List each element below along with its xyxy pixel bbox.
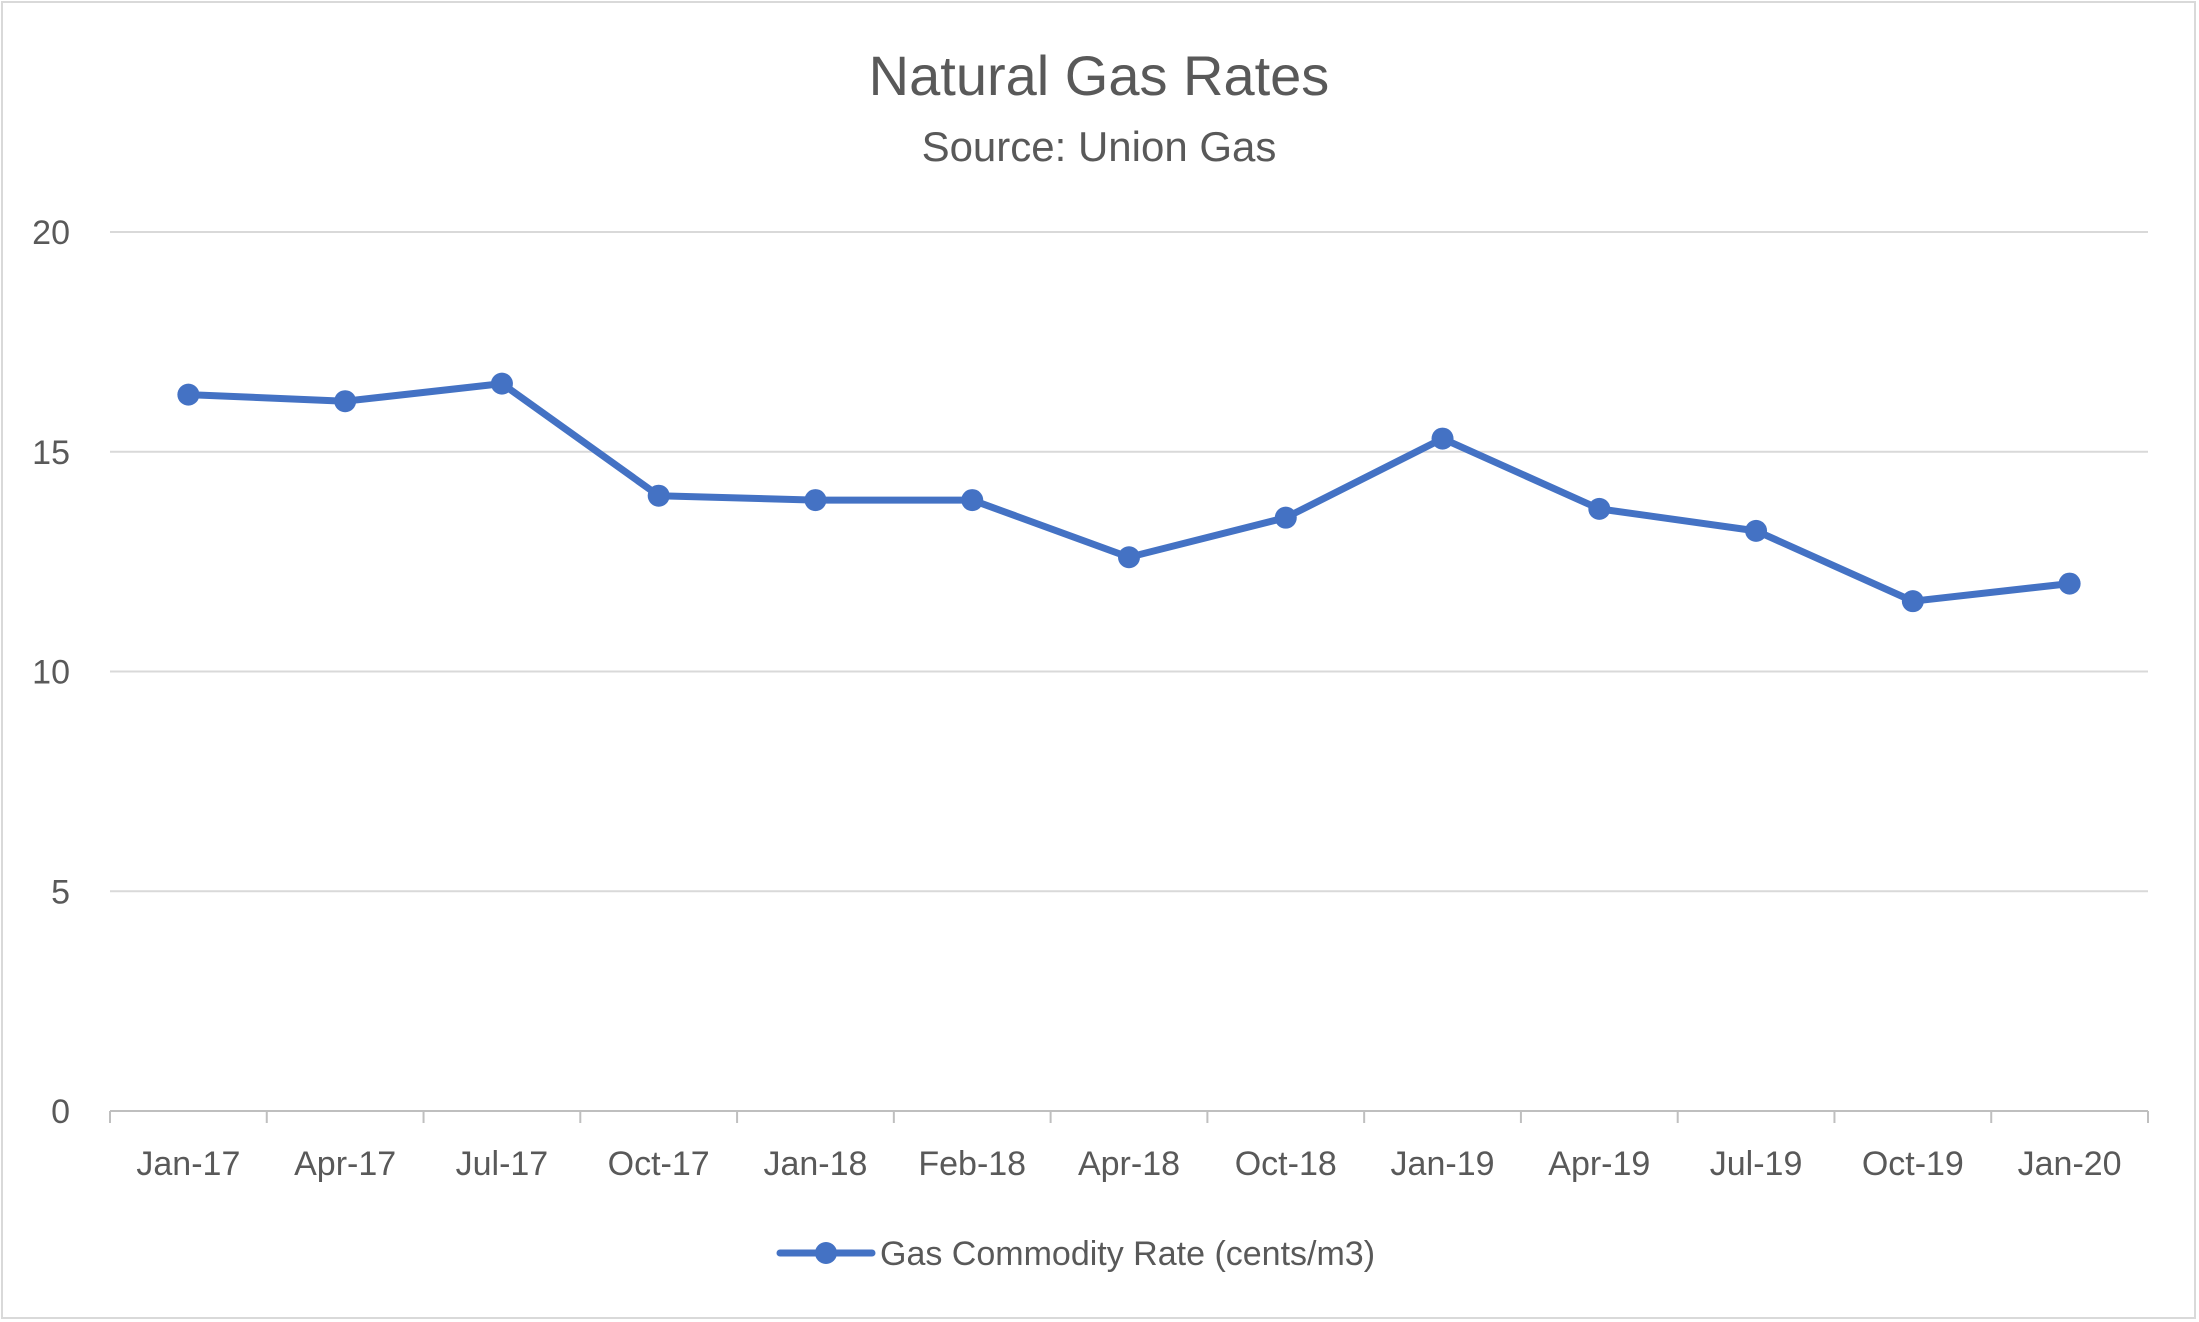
- series-line: [184, 380, 2074, 605]
- data-point[interactable]: [1745, 519, 1768, 542]
- y-tick-label: 5: [51, 873, 70, 911]
- data-point[interactable]: [177, 383, 200, 406]
- x-tick-label: Jan-17: [136, 1145, 240, 1183]
- data-point[interactable]: [1274, 506, 1297, 529]
- x-tick-label: Oct-18: [1235, 1145, 1337, 1183]
- y-tick-label: 10: [32, 654, 70, 692]
- data-point[interactable]: [804, 489, 827, 512]
- x-tick-label: Jul-17: [456, 1145, 549, 1183]
- x-tick-label: Jan-19: [1391, 1145, 1495, 1183]
- x-tick-label: Apr-18: [1078, 1145, 1180, 1183]
- x-tick-label: Jul-19: [1710, 1145, 1803, 1183]
- x-tick-label: Jan-20: [2018, 1145, 2122, 1183]
- data-point[interactable]: [1431, 427, 1454, 450]
- y-tick-label: 0: [51, 1093, 70, 1131]
- x-tick-label: Apr-19: [1548, 1145, 1650, 1183]
- data-point[interactable]: [1588, 497, 1611, 520]
- data-point[interactable]: [961, 489, 984, 512]
- data-point[interactable]: [334, 390, 357, 413]
- legend-label: Gas Commodity Rate (cents/m3): [880, 1235, 1375, 1273]
- data-point[interactable]: [490, 372, 513, 395]
- legend-marker-icon: [815, 1242, 837, 1264]
- chart-subtitle: Source: Union Gas: [922, 123, 1277, 170]
- x-tick-label: Feb-18: [918, 1145, 1026, 1183]
- x-tick-label: Jan-18: [763, 1145, 867, 1183]
- y-tick-label: 20: [32, 214, 70, 252]
- chart-title: Natural Gas Rates: [869, 44, 1330, 107]
- data-point[interactable]: [1901, 590, 1924, 613]
- x-tick-label: Apr-17: [294, 1145, 396, 1183]
- data-point[interactable]: [1118, 546, 1140, 569]
- y-tick-label: 15: [32, 434, 70, 472]
- data-point[interactable]: [2058, 572, 2081, 595]
- data-point[interactable]: [647, 484, 670, 507]
- x-tick-label: Oct-19: [1862, 1145, 1964, 1183]
- x-tick-label: Oct-17: [608, 1145, 710, 1183]
